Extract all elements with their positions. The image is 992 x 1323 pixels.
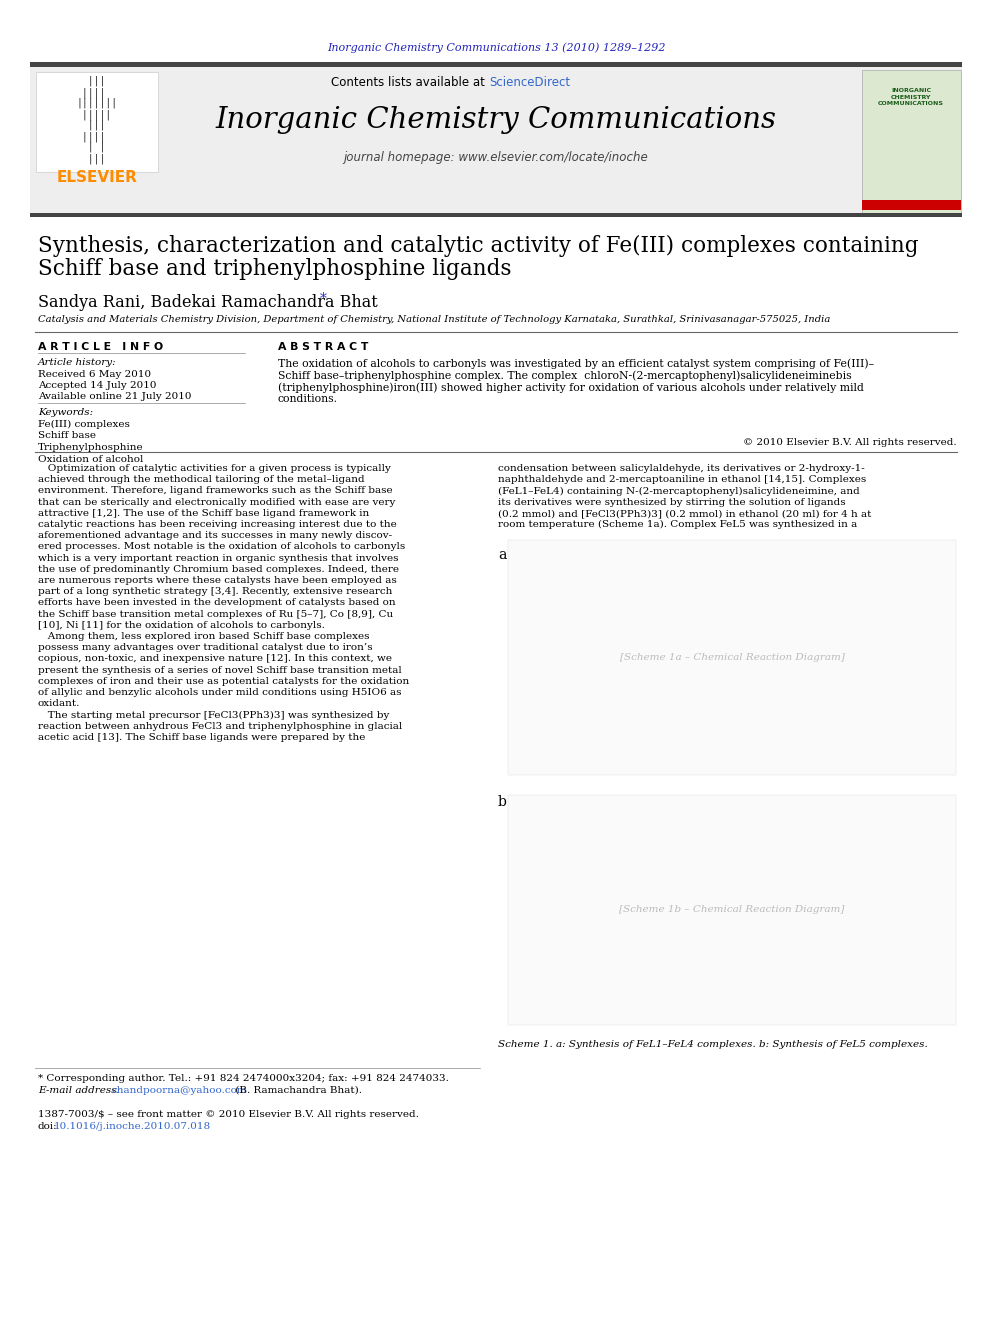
Text: conditions.: conditions. <box>278 394 338 404</box>
Text: (triphenylphosphine)iron(III) showed higher activity for oxidation of various al: (triphenylphosphine)iron(III) showed hig… <box>278 382 864 393</box>
Text: ered processes. Most notable is the oxidation of alcohols to carbonyls: ered processes. Most notable is the oxid… <box>38 542 406 552</box>
Text: chandpoorna@yahoo.com: chandpoorna@yahoo.com <box>112 1086 248 1095</box>
Text: ELSEVIER: ELSEVIER <box>57 171 138 185</box>
Text: are numerous reports where these catalysts have been employed as: are numerous reports where these catalys… <box>38 576 397 585</box>
Text: Synthesis, characterization and catalytic activity of Fe(III) complexes containi: Synthesis, characterization and catalyti… <box>38 235 919 257</box>
Text: [Scheme 1a – Chemical Reaction Diagram]: [Scheme 1a – Chemical Reaction Diagram] <box>620 652 844 662</box>
Text: |||: ||| <box>76 120 118 131</box>
Text: doi:: doi: <box>38 1122 58 1131</box>
Text: © 2010 Elsevier B.V. All rights reserved.: © 2010 Elsevier B.V. All rights reserved… <box>743 438 957 447</box>
Text: oxidant.: oxidant. <box>38 699 80 708</box>
Text: attractive [1,2]. The use of the Schiff base ligand framework in: attractive [1,2]. The use of the Schiff … <box>38 509 369 517</box>
Text: Accepted 14 July 2010: Accepted 14 July 2010 <box>38 381 157 390</box>
Text: its derivatives were synthesized by stirring the solution of ligands: its derivatives were synthesized by stir… <box>498 497 845 507</box>
Text: environment. Therefore, ligand frameworks such as the Schiff base: environment. Therefore, ligand framework… <box>38 487 393 495</box>
Text: ||||: |||| <box>76 131 118 142</box>
Text: Sandya Rani, Badekai Ramachandra Bhat: Sandya Rani, Badekai Ramachandra Bhat <box>38 294 383 311</box>
Text: Article history:: Article history: <box>38 359 117 366</box>
Text: The oxidation of alcohols to carbonyls was investigated by an efficient catalyst: The oxidation of alcohols to carbonyls w… <box>278 359 874 369</box>
Text: the Schiff base transition metal complexes of Ru [5–7], Co [8,9], Cu: the Schiff base transition metal complex… <box>38 610 393 619</box>
Text: catalytic reactions has been receiving increasing interest due to the: catalytic reactions has been receiving i… <box>38 520 397 529</box>
Text: *: * <box>320 292 327 306</box>
Text: Schiff base and triphenylphosphine ligands: Schiff base and triphenylphosphine ligan… <box>38 258 512 280</box>
Text: 1387-7003/$ – see front matter © 2010 Elsevier B.V. All rights reserved.: 1387-7003/$ – see front matter © 2010 El… <box>38 1110 419 1119</box>
Text: A B S T R A C T: A B S T R A C T <box>278 343 368 352</box>
Text: Among them, less explored iron based Schiff base complexes: Among them, less explored iron based Sch… <box>38 632 369 642</box>
Bar <box>508 540 956 775</box>
Text: (0.2 mmol) and [FeCl3(PPh3)3] (0.2 mmol) in ethanol (20 ml) for 4 h at: (0.2 mmol) and [FeCl3(PPh3)3] (0.2 mmol)… <box>498 509 871 517</box>
Text: |||: ||| <box>76 75 118 86</box>
Text: A R T I C L E   I N F O: A R T I C L E I N F O <box>38 343 163 352</box>
Text: (FeL1–FeL4) containing N-(2-mercaptophenyl)salicylideneimine, and: (FeL1–FeL4) containing N-(2-mercaptophen… <box>498 487 860 496</box>
Text: (B. Ramachandra Bhat).: (B. Ramachandra Bhat). <box>232 1086 362 1095</box>
Text: Scheme 1. a: Synthesis of FeL1–FeL4 complexes. b: Synthesis of FeL5 complexes.: Scheme 1. a: Synthesis of FeL1–FeL4 comp… <box>498 1040 928 1049</box>
Bar <box>30 67 962 216</box>
Text: E-mail address:: E-mail address: <box>38 1086 123 1095</box>
Text: journal homepage: www.elsevier.com/locate/inoche: journal homepage: www.elsevier.com/locat… <box>343 152 649 164</box>
Text: reaction between anhydrous FeCl3 and triphenylphosphine in glacial: reaction between anhydrous FeCl3 and tri… <box>38 721 402 730</box>
Text: | |: | | <box>76 142 118 152</box>
Text: Triphenylphosphine: Triphenylphosphine <box>38 443 144 452</box>
Text: naphthaldehyde and 2-mercaptoaniline in ethanol [14,15]. Complexes: naphthaldehyde and 2-mercaptoaniline in … <box>498 475 866 484</box>
Text: Schiff base–triphenylphosphine complex. The complex  chloroN-(2-mercaptophenyl)s: Schiff base–triphenylphosphine complex. … <box>278 370 851 381</box>
Text: the use of predominantly Chromium based complexes. Indeed, there: the use of predominantly Chromium based … <box>38 565 399 574</box>
Bar <box>862 200 961 210</box>
Bar <box>36 71 158 172</box>
Text: Oxidation of alcohol: Oxidation of alcohol <box>38 455 144 463</box>
Text: The starting metal precursor [FeCl3(PPh3)3] was synthesized by: The starting metal precursor [FeCl3(PPh3… <box>38 710 390 720</box>
Text: of allylic and benzylic alcohols under mild conditions using H5IO6 as: of allylic and benzylic alcohols under m… <box>38 688 402 697</box>
Text: Available online 21 July 2010: Available online 21 July 2010 <box>38 392 191 401</box>
Text: INORGANIC
CHEMISTRY
COMMUNICATIONS: INORGANIC CHEMISTRY COMMUNICATIONS <box>878 89 944 106</box>
Text: possess many advantages over traditional catalyst due to iron’s: possess many advantages over traditional… <box>38 643 373 652</box>
Text: room temperature (Scheme 1a). Complex FeL5 was synthesized in a: room temperature (Scheme 1a). Complex Fe… <box>498 520 857 529</box>
Text: Contents lists available at: Contents lists available at <box>331 77 489 90</box>
Text: 10.1016/j.inoche.2010.07.018: 10.1016/j.inoche.2010.07.018 <box>54 1122 211 1131</box>
Text: Schiff base: Schiff base <box>38 431 96 441</box>
Text: |||||: ||||| <box>76 108 118 119</box>
Text: which is a very important reaction in organic synthesis that involves: which is a very important reaction in or… <box>38 553 399 562</box>
Text: a: a <box>498 548 506 562</box>
Bar <box>30 213 962 217</box>
Text: ScienceDirect: ScienceDirect <box>489 77 570 90</box>
Text: Inorganic Chemistry Communications: Inorganic Chemistry Communications <box>215 106 777 134</box>
Text: [Scheme 1b – Chemical Reaction Diagram]: [Scheme 1b – Chemical Reaction Diagram] <box>619 905 844 914</box>
Text: |||: ||| <box>76 153 118 164</box>
Bar <box>30 62 962 67</box>
Text: Fe(III) complexes: Fe(III) complexes <box>38 419 130 429</box>
Text: achieved through the methodical tailoring of the metal–ligand: achieved through the methodical tailorin… <box>38 475 365 484</box>
Text: aforementioned advantage and its successes in many newly discov-: aforementioned advantage and its success… <box>38 532 392 540</box>
Bar <box>862 70 961 213</box>
Text: condensation between salicylaldehyde, its derivatives or 2-hydroxy-1-: condensation between salicylaldehyde, it… <box>498 464 865 474</box>
Text: complexes of iron and their use as potential catalysts for the oxidation: complexes of iron and their use as poten… <box>38 677 410 685</box>
Text: acetic acid [13]. The Schiff base ligands were prepared by the: acetic acid [13]. The Schiff base ligand… <box>38 733 365 742</box>
Text: Received 6 May 2010: Received 6 May 2010 <box>38 370 151 378</box>
Text: present the synthesis of a series of novel Schiff base transition metal: present the synthesis of a series of nov… <box>38 665 402 675</box>
Text: * Corresponding author. Tel.: +91 824 2474000x3204; fax: +91 824 2474033.: * Corresponding author. Tel.: +91 824 24… <box>38 1074 448 1084</box>
Text: Catalysis and Materials Chemistry Division, Department of Chemistry, National In: Catalysis and Materials Chemistry Divisi… <box>38 315 830 324</box>
Text: part of a long synthetic strategy [3,4]. Recently, extensive research: part of a long synthetic strategy [3,4].… <box>38 587 393 597</box>
Text: Inorganic Chemistry Communications 13 (2010) 1289–1292: Inorganic Chemistry Communications 13 (2… <box>326 42 666 53</box>
Text: efforts have been invested in the development of catalysts based on: efforts have been invested in the develo… <box>38 598 396 607</box>
Text: Optimization of catalytic activities for a given process is typically: Optimization of catalytic activities for… <box>38 464 391 474</box>
Text: that can be sterically and electronically modified with ease are very: that can be sterically and electronicall… <box>38 497 396 507</box>
Text: copious, non-toxic, and inexpensive nature [12]. In this context, we: copious, non-toxic, and inexpensive natu… <box>38 655 392 663</box>
Text: ||||: |||| <box>76 87 118 98</box>
Text: b: b <box>498 795 507 808</box>
Text: |||||||: ||||||| <box>76 98 118 108</box>
Bar <box>508 795 956 1025</box>
Text: Keywords:: Keywords: <box>38 407 93 417</box>
Text: [10], Ni [11] for the oxidation of alcohols to carbonyls.: [10], Ni [11] for the oxidation of alcoh… <box>38 620 324 630</box>
